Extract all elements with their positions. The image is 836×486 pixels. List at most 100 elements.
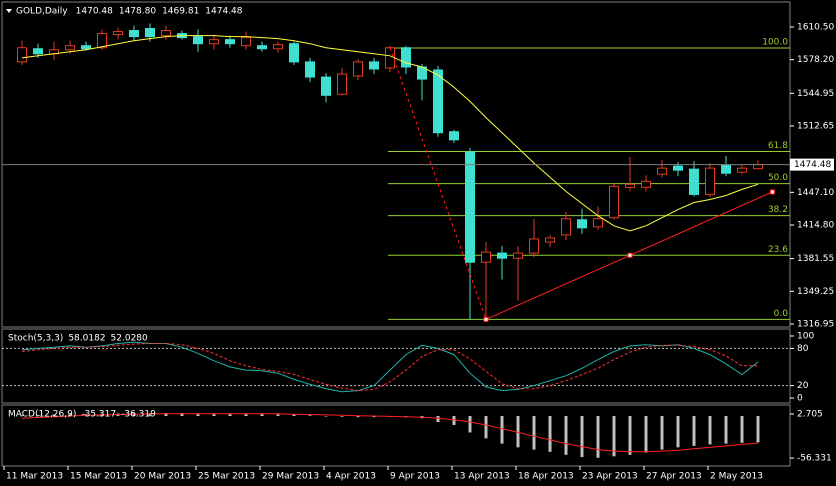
- macd-bar: [164, 413, 168, 417]
- indicator-value: 52.0280: [111, 334, 148, 344]
- candle-body: [273, 44, 283, 50]
- stoch-panel: [1, 328, 791, 404]
- candle-body: [257, 45, 267, 50]
- candle-body: [289, 43, 299, 63]
- y-tick-label: 20: [797, 381, 809, 391]
- candle-body: [609, 185, 619, 219]
- x-tick-label: 27 Apr 2013: [646, 472, 702, 482]
- candle-body: [449, 131, 459, 141]
- macd-bar: [356, 416, 360, 418]
- candle-body: [401, 47, 411, 68]
- y-tick-label: -56.331: [797, 454, 832, 464]
- candle-body: [561, 218, 571, 236]
- candle-body: [17, 47, 27, 63]
- candle-body: [209, 39, 219, 45]
- x-tick-label: 9 Apr 2013: [390, 472, 440, 482]
- fibo-label: 38.2: [768, 205, 788, 215]
- macd-bar: [676, 416, 680, 448]
- macd-bar: [180, 413, 184, 417]
- candle-body: [577, 219, 587, 229]
- x-tick-label: 23 Apr 2013: [582, 472, 638, 482]
- macd-bar: [372, 416, 376, 418]
- candle-body: [161, 30, 171, 37]
- stoch-line: [21, 341, 759, 393]
- candle-body: [97, 33, 107, 49]
- trendline-point: [627, 252, 633, 258]
- y-tick-label: 1610.50: [797, 22, 834, 32]
- macd-bar: [68, 414, 72, 417]
- macd-bar: [724, 416, 728, 444]
- candle-body: [513, 252, 523, 259]
- y-tick-label: 1447.10: [797, 188, 834, 198]
- trendline-point: [769, 189, 775, 195]
- candle-body: [225, 39, 235, 45]
- candle-body: [705, 167, 715, 195]
- menu-arrow: [6, 9, 12, 13]
- x-tick-label: 4 Apr 2013: [326, 472, 376, 482]
- indicator-value: 58.0182: [68, 334, 105, 344]
- ohlc-label: 1469.81: [162, 7, 199, 17]
- trendline-point: [483, 316, 489, 322]
- x-tick-label: 2 May 2013: [710, 472, 763, 482]
- macd-bar: [660, 416, 664, 450]
- candle-body: [625, 183, 635, 188]
- macd-bar: [516, 416, 520, 448]
- macd-bar: [228, 413, 232, 417]
- candle-body: [737, 167, 747, 173]
- macd-bar: [548, 416, 552, 452]
- macd-bar: [564, 416, 568, 455]
- candle-body: [465, 151, 475, 263]
- x-tick-label: 18 Apr 2013: [518, 472, 574, 482]
- moving-average: [21, 35, 759, 232]
- macd-bar: [756, 416, 760, 443]
- fibo-label: 23.6: [768, 245, 788, 255]
- candle-body: [241, 37, 251, 47]
- macd-bar: [580, 416, 584, 458]
- macd-bar: [212, 413, 216, 417]
- macd-bar: [52, 414, 56, 417]
- fibo-label: 100.0: [762, 38, 788, 48]
- y-tick-label: 1381.55: [797, 254, 834, 264]
- indicator-title: Stoch(5,3,3): [8, 334, 63, 344]
- candle-body: [385, 47, 395, 69]
- ohlc-label: 1470.48: [76, 7, 113, 17]
- candle-body: [113, 31, 123, 36]
- macd-bar: [20, 415, 24, 417]
- macd-bar: [740, 416, 744, 443]
- y-tick-label: 80: [797, 344, 809, 354]
- candle-body: [33, 48, 43, 55]
- candle-body: [641, 180, 651, 188]
- macd-bar: [500, 416, 504, 444]
- candle-body: [321, 76, 331, 96]
- macd-bar: [308, 415, 312, 417]
- ohlc-label: 1474.48: [205, 7, 242, 17]
- macd-bar: [484, 416, 488, 439]
- candle-body: [369, 61, 379, 70]
- macd-bar: [436, 416, 440, 423]
- price-label-box: [790, 158, 834, 171]
- y-tick-label: 100: [797, 332, 814, 342]
- candle-body: [81, 45, 91, 50]
- candle-body: [545, 237, 555, 243]
- indicator-value: -36.319: [121, 410, 156, 420]
- candle-body: [65, 45, 75, 51]
- candle-body: [433, 69, 443, 134]
- candle-body: [753, 164, 763, 170]
- y-tick-label: 2.705: [797, 410, 823, 420]
- candle-body: [353, 61, 363, 77]
- macd-bar: [340, 416, 344, 417]
- chart-title: GOLD,Daily: [16, 7, 68, 17]
- candle-body: [689, 168, 699, 195]
- macd-bar: [292, 414, 296, 417]
- candle-body: [305, 61, 315, 78]
- signal-line: [21, 413, 759, 453]
- candle-body: [657, 167, 667, 175]
- fibo-label: 61.8: [768, 141, 788, 151]
- fibo-label: 50.0: [768, 173, 788, 183]
- x-tick-label: 13 Apr 2013: [454, 472, 510, 482]
- macd-bar: [324, 416, 328, 417]
- candle-body: [497, 252, 507, 259]
- macd-bar: [708, 416, 712, 445]
- stoch-line: [21, 343, 758, 392]
